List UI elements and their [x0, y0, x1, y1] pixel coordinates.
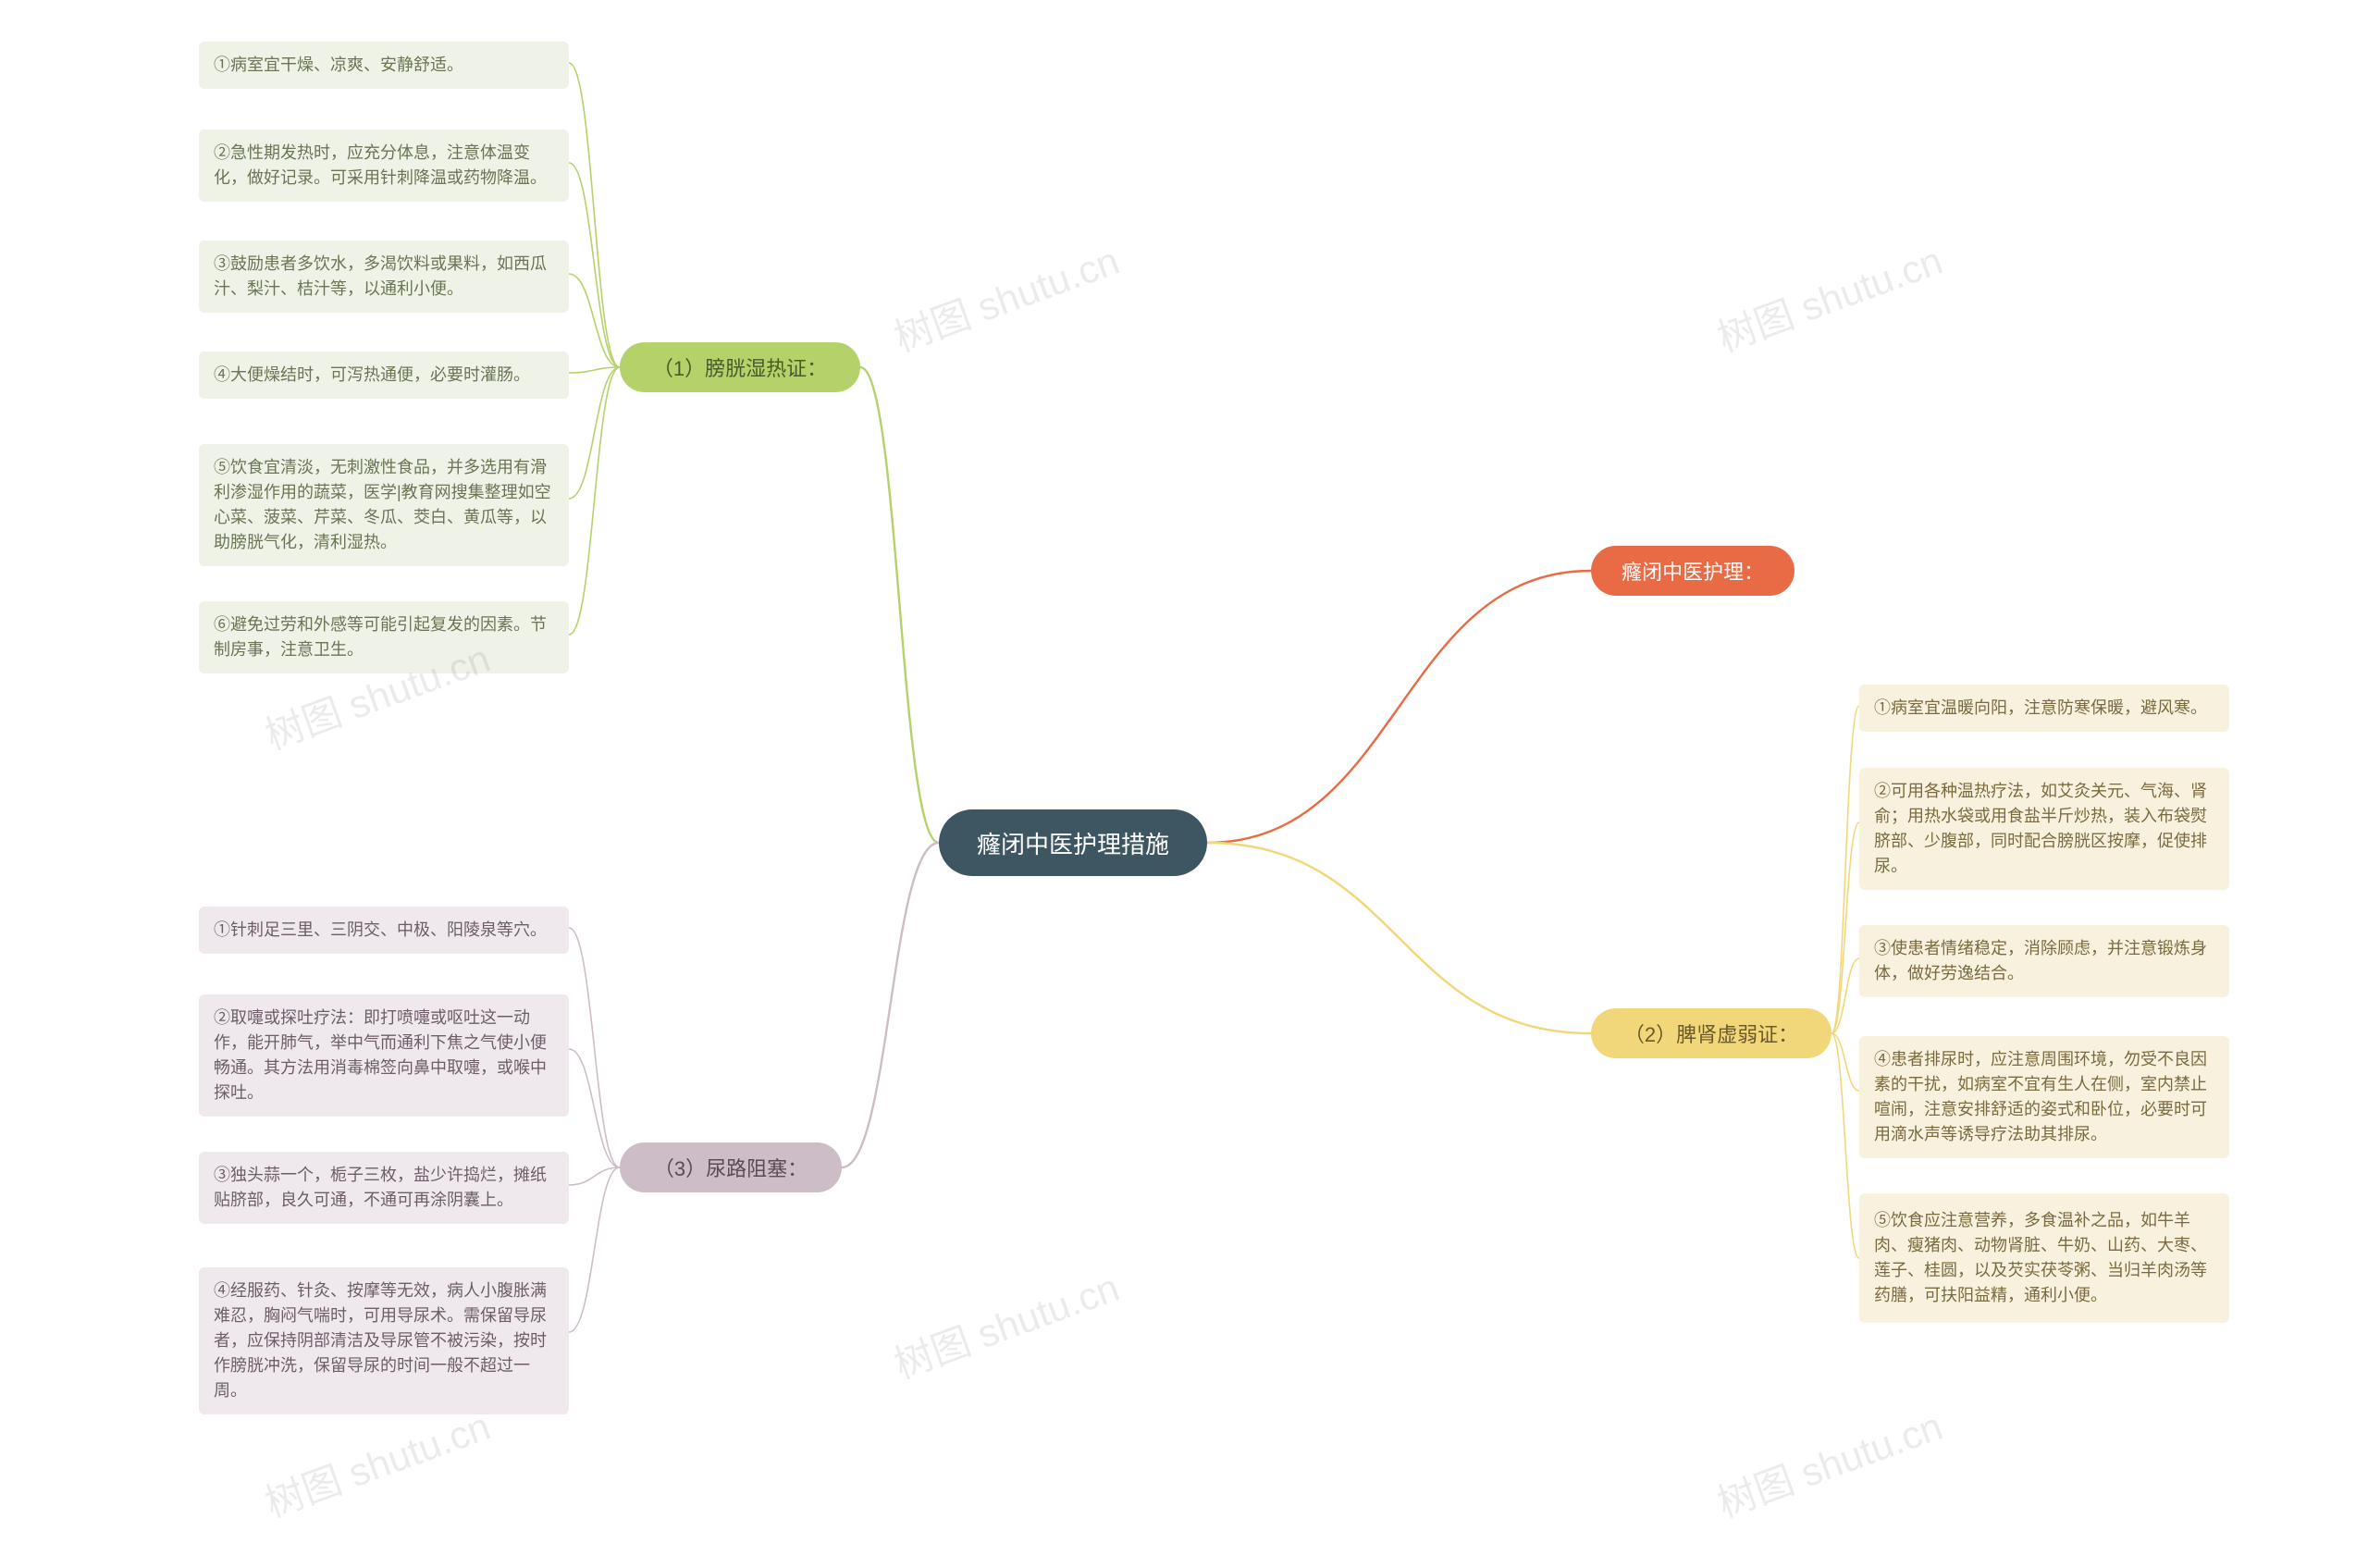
leaf-node: ①病室宜干燥、凉爽、安静舒适。	[199, 42, 569, 89]
watermark: 树图 shutu.cn	[1708, 1395, 1949, 1528]
leaf-label: ③鼓励患者多饮水，多渴饮料或果料，如西瓜汁、梨汁、桔汁等，以通利小便。	[214, 252, 554, 302]
watermark: 树图 shutu.cn	[885, 229, 1126, 363]
leaf-node: ①病室宜温暖向阳，注意防寒保暖，避风寒。	[1859, 685, 2229, 732]
branch-node: （3）尿路阻塞：	[620, 1142, 842, 1192]
leaf-label: ⑤饮食应注意营养，多食温补之品，如牛羊肉、瘦猪肉、动物肾脏、牛奶、山药、大枣、莲…	[1874, 1208, 2214, 1308]
leaf-label: ④患者排尿时，应注意周围环境，勿受不良因素的干扰，如病室不宜有生人在侧，室内禁止…	[1874, 1047, 2214, 1147]
branch-label: （1）膀胱湿热证：	[653, 352, 827, 382]
leaf-label: ①病室宜温暖向阳，注意防寒保暖，避风寒。	[1874, 696, 2207, 721]
leaf-label: ④大便燥结时，可泻热通便，必要时灌肠。	[214, 363, 530, 388]
watermark: 树图 shutu.cn	[1708, 229, 1949, 363]
leaf-node: ③鼓励患者多饮水，多渴饮料或果料，如西瓜汁、梨汁、桔汁等，以通利小便。	[199, 241, 569, 313]
leaf-node: ③独头蒜一个，栀子三枚，盐少许捣烂，摊纸贴脐部，良久可通，不通可再涂阴囊上。	[199, 1152, 569, 1224]
leaf-label: ②可用各种温热疗法，如艾灸关元、气海、肾俞；用热水袋或用食盐半斤炒热，装入布袋熨…	[1874, 779, 2214, 879]
watermark: 树图 shutu.cn	[256, 1395, 497, 1528]
leaf-label: ⑥避免过劳和外感等可能引起复发的因素。节制房事，注意卫生。	[214, 612, 554, 662]
branch-node: （1）膀胱湿热证：	[620, 342, 860, 392]
branch-label: （2）脾肾虚弱证：	[1624, 1019, 1798, 1048]
leaf-node: ⑥避免过劳和外感等可能引起复发的因素。节制房事，注意卫生。	[199, 601, 569, 673]
leaf-label: ④经服药、针灸、按摩等无效，病人小腹胀满难忍，胸闷气喘时，可用导尿术。需保留导尿…	[214, 1278, 554, 1403]
leaf-node: ③使患者情绪稳定，消除顾虑，并注意锻炼身体，做好劳逸结合。	[1859, 925, 2229, 997]
leaf-node: ①针刺足三里、三阴交、中极、阳陵泉等穴。	[199, 907, 569, 954]
leaf-node: ④经服药、针灸、按摩等无效，病人小腹胀满难忍，胸闷气喘时，可用导尿术。需保留导尿…	[199, 1267, 569, 1414]
leaf-label: ②取嚏或探吐疗法：即打喷嚏或呕吐这一动作，能开肺气，举中气而通利下焦之气使小便畅…	[214, 1006, 554, 1105]
branch-label: 癃闭中医护理：	[1622, 556, 1764, 586]
center-node: 癃闭中医护理措施	[939, 809, 1207, 876]
center-label: 癃闭中医护理措施	[977, 826, 1169, 860]
leaf-label: ②急性期发热时，应充分体息，注意体温变化，做好记录。可采用针刺降温或药物降温。	[214, 141, 554, 191]
watermark: 树图 shutu.cn	[885, 1256, 1126, 1389]
branch-label: （3）尿路阻塞：	[654, 1153, 808, 1182]
mindmap-canvas: 癃闭中医护理措施 （1）膀胱湿热证： （3）尿路阻塞： 癃闭中医护理： （2）脾肾虚弱…	[0, 0, 2368, 1568]
leaf-node: ②急性期发热时，应充分体息，注意体温变化，做好记录。可采用针刺降温或药物降温。	[199, 130, 569, 202]
leaf-label: ①针刺足三里、三阴交、中极、阳陵泉等穴。	[214, 918, 547, 943]
branch-node: 癃闭中医护理：	[1591, 546, 1794, 596]
leaf-node: ②可用各种温热疗法，如艾灸关元、气海、肾俞；用热水袋或用食盐半斤炒热，装入布袋熨…	[1859, 768, 2229, 890]
leaf-label: ①病室宜干燥、凉爽、安静舒适。	[214, 53, 463, 78]
leaf-label: ③使患者情绪稳定，消除顾虑，并注意锻炼身体，做好劳逸结合。	[1874, 936, 2214, 986]
leaf-node: ④大便燥结时，可泻热通便，必要时灌肠。	[199, 352, 569, 399]
leaf-node: ⑤饮食应注意营养，多食温补之品，如牛羊肉、瘦猪肉、动物肾脏、牛奶、山药、大枣、莲…	[1859, 1193, 2229, 1323]
branch-node: （2）脾肾虚弱证：	[1591, 1008, 1832, 1058]
leaf-label: ③独头蒜一个，栀子三枚，盐少许捣烂，摊纸贴脐部，良久可通，不通可再涂阴囊上。	[214, 1163, 554, 1213]
leaf-node: ④患者排尿时，应注意周围环境，勿受不良因素的干扰，如病室不宜有生人在侧，室内禁止…	[1859, 1036, 2229, 1158]
leaf-node: ⑤饮食宜清淡，无刺激性食品，并多选用有滑利渗湿作用的蔬菜，医学|教育网搜集整理如…	[199, 444, 569, 566]
leaf-label: ⑤饮食宜清淡，无刺激性食品，并多选用有滑利渗湿作用的蔬菜，医学|教育网搜集整理如…	[214, 455, 554, 555]
leaf-node: ②取嚏或探吐疗法：即打喷嚏或呕吐这一动作，能开肺气，举中气而通利下焦之气使小便畅…	[199, 994, 569, 1117]
